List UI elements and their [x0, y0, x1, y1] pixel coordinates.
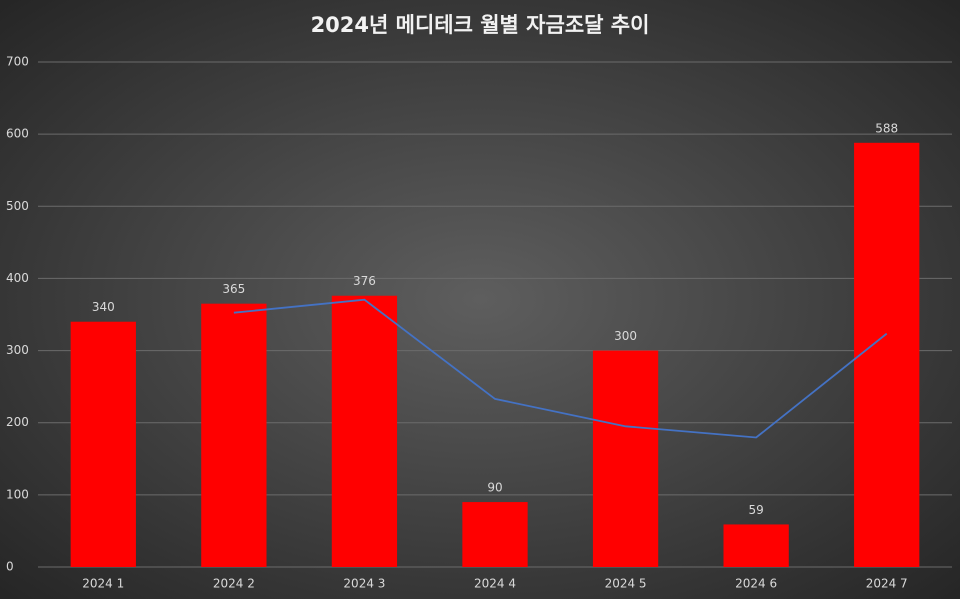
y-tick-label: 200 — [6, 415, 29, 429]
data-label: 300 — [614, 329, 637, 343]
bar — [462, 502, 528, 567]
x-tick-label: 2024 4 — [474, 577, 516, 591]
x-tick-label: 2024 6 — [735, 577, 777, 591]
bar — [592, 350, 659, 567]
bar — [201, 303, 267, 567]
bar — [331, 295, 398, 567]
data-label: 365 — [222, 282, 245, 296]
x-tick-label: 2024 3 — [343, 577, 385, 591]
x-tick-label: 2024 5 — [605, 577, 647, 591]
x-tick-label: 2024 2 — [213, 577, 255, 591]
y-tick-label: 100 — [6, 487, 29, 501]
data-label: 376 — [353, 274, 376, 288]
data-label: 59 — [749, 503, 764, 517]
y-tick-label: 500 — [6, 199, 29, 213]
y-tick-label: 0 — [6, 560, 14, 574]
data-label: 588 — [875, 121, 898, 135]
x-tick-label: 2024 1 — [82, 577, 124, 591]
data-label: 340 — [92, 300, 115, 314]
data-label: 90 — [487, 481, 502, 495]
y-tick-label: 400 — [6, 271, 29, 285]
y-tick-label: 700 — [6, 55, 29, 69]
bar — [854, 142, 920, 568]
y-tick-label: 300 — [6, 343, 29, 357]
chart-title: 2024년 메디테크 월별 자금조달 추이 — [311, 13, 650, 37]
x-tick-label: 2024 7 — [866, 577, 908, 591]
bar — [70, 321, 136, 567]
y-tick-label: 600 — [6, 127, 29, 141]
trend-line — [233, 298, 888, 439]
bar — [723, 524, 789, 567]
